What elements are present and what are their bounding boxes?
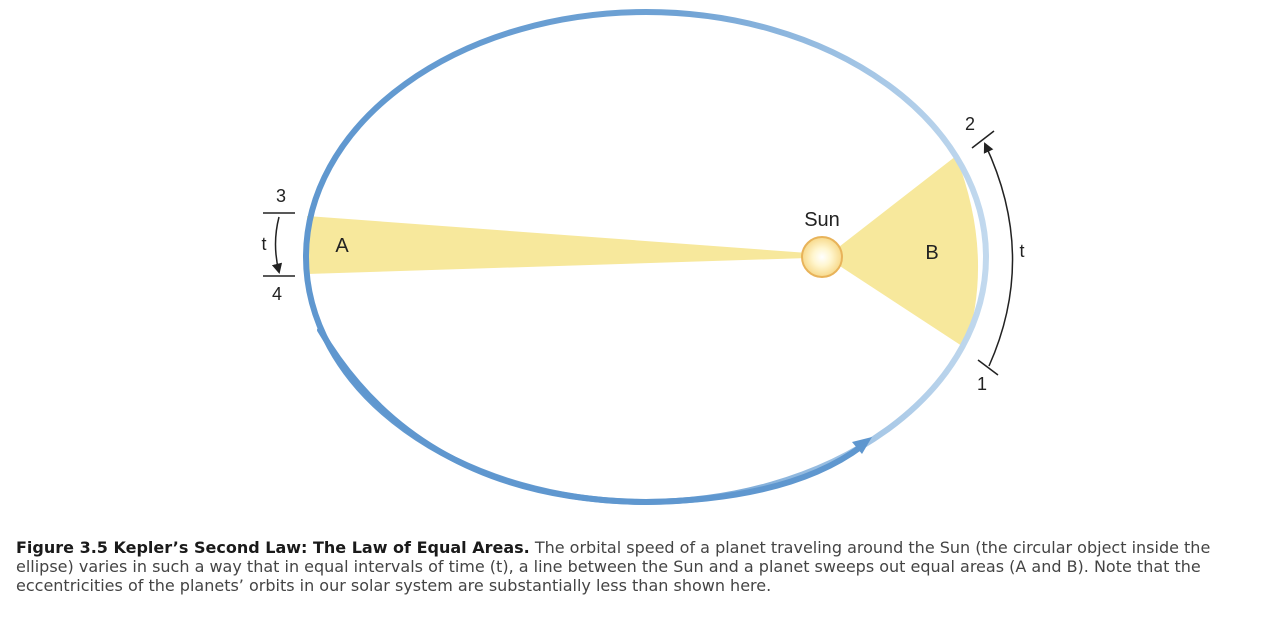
orbit-direction-arc — [320, 330, 862, 502]
swept-area-b — [826, 156, 978, 348]
caption-title: Figure 3.5 Kepler’s Second Law: The Law … — [16, 538, 530, 557]
tick-2 — [972, 131, 994, 148]
right-time-label: t — [1019, 241, 1024, 261]
right-interval-arrow — [985, 144, 1013, 366]
point-label-1: 1 — [977, 374, 987, 394]
left-time-label: t — [261, 234, 266, 254]
sun-label: Sun — [804, 209, 840, 231]
sun-circle — [802, 237, 842, 277]
swept-area-a — [307, 216, 808, 274]
area-b-label: B — [925, 242, 938, 264]
left-interval-arrow — [276, 217, 280, 272]
area-a-label: A — [335, 235, 349, 257]
kepler-diagram: Sun A B 3 4 t 2 1 t — [0, 0, 1268, 520]
figure-caption: Figure 3.5 Kepler’s Second Law: The Law … — [16, 538, 1256, 595]
point-label-4: 4 — [272, 284, 282, 304]
tick-1 — [978, 360, 998, 375]
point-label-2: 2 — [965, 114, 975, 134]
point-label-3: 3 — [276, 186, 286, 206]
